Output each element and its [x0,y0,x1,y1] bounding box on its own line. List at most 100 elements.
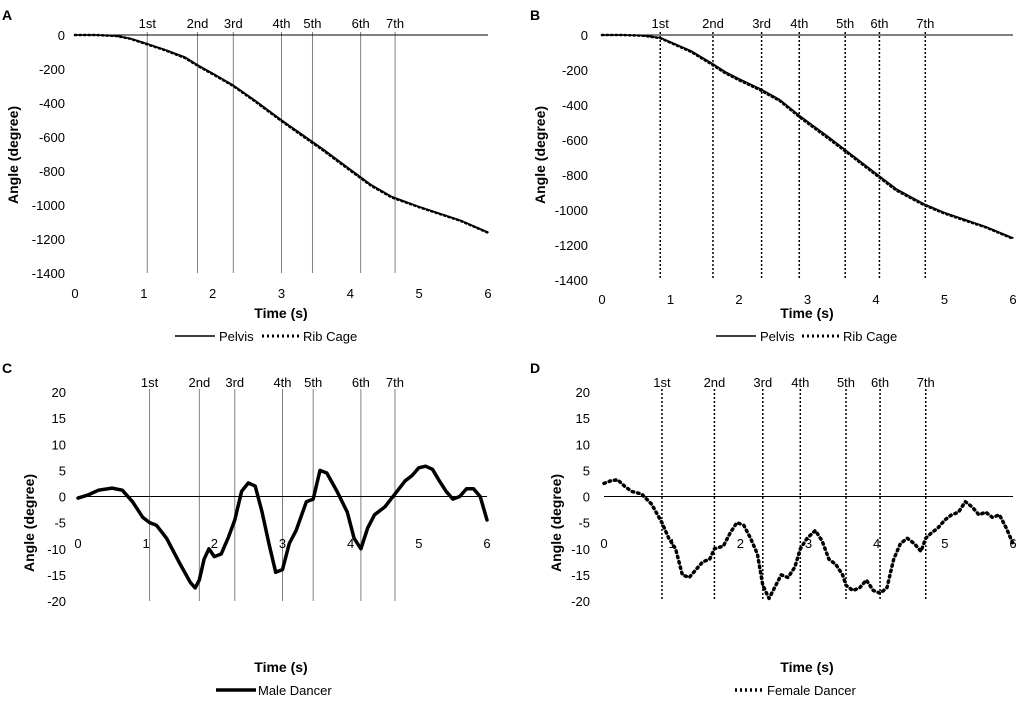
event-label-2nd: 2nd [188,375,210,390]
x-tick-label: 1 [140,286,147,301]
event-label-1st: 1st [141,375,159,390]
y-tick-label: 10 [52,437,66,452]
plot-area: 1st 2nd 3rd 4th 5th 6th 7th 0 -200 -400 -600 -800 -1… [32,16,492,301]
y-tick-label: -1400 [32,266,65,281]
y-tick-label: -600 [39,130,65,145]
y-tick-label: -200 [562,63,588,78]
y-axis-title: Angle (degree) [5,106,21,204]
y-tick-label: -1000 [32,198,65,213]
event-label-7th: 7th [917,375,935,390]
y-tick-label: -15 [47,568,66,583]
event-label-1st: 1st [653,375,671,390]
y-tick-label: -10 [47,542,66,557]
legend-label-male-dancer: Male Dancer [258,683,332,698]
x-tick-label: 0 [600,536,607,551]
y-tick-label: -400 [39,96,65,111]
x-tick-label: 1 [667,292,674,307]
x-tick-label: 1 [143,536,150,551]
x-tick-label: 5 [416,286,423,301]
y-tick-label: 15 [52,411,66,426]
x-axis-title: Time (s) [254,659,307,675]
y-tick-label: 15 [576,411,590,426]
legend: Pelvis Rib Cage [716,329,897,344]
x-tick-label: 6 [483,536,490,551]
x-axis-title: Time (s) [780,305,833,321]
x-tick-label: 3 [804,292,811,307]
y-tick-label: -1000 [555,203,588,218]
x-tick-label: 5 [941,536,948,551]
event-label-3rd: 3rd [752,16,771,31]
y-tick-label: -400 [562,98,588,113]
plot-area: 1st 2nd 3rd 4th 5th 6th 7th20151050-5-10-15-20… [571,375,1016,609]
series-line-female-dancer [602,478,1015,601]
y-tick-label: -20 [571,594,590,609]
event-label-6th: 6th [870,16,888,31]
legend: Male Dancer [216,683,332,698]
legend: Female Dancer [735,683,857,698]
y-tick-label: -15 [571,568,590,583]
event-label-5th: 5th [303,16,321,31]
series-line-rib-cage [73,33,490,234]
event-label-3rd: 3rd [224,16,243,31]
y-tick-label: 20 [52,385,66,400]
event-label-3rd: 3rd [225,375,244,390]
y-tick-label: 20 [576,385,590,400]
panel-label: C [2,360,12,376]
legend-label-rib-cage: Rib Cage [843,329,897,344]
y-tick-label: 5 [59,463,66,478]
y-tick-label: -200 [39,62,65,77]
x-tick-label: 6 [484,286,491,301]
x-tick-label: 2 [211,536,218,551]
series-line-rib-cage [600,33,1015,240]
y-tick-label: 5 [583,463,590,478]
y-tick-label: -5 [54,516,66,531]
y-tick-label: 0 [58,28,65,43]
y-axis-title: Angle (degree) [548,474,564,572]
event-label-6th: 6th [871,375,889,390]
series-line-male-dancer [76,464,489,590]
legend-label-pelvis: Pelvis [219,329,254,344]
y-tick-label: -800 [562,168,588,183]
y-axis-title: Angle (degree) [21,474,37,572]
panel-d: D 1st 2nd 3rd 4th 5th 6th 7th20151050-5-10-15-… [530,360,1017,698]
x-tick-label: 0 [598,292,605,307]
x-tick-label: 3 [805,536,812,551]
x-tick-label: 5 [941,292,948,307]
y-tick-label: 0 [581,28,588,43]
panel-b: B 1st 2nd 3rd 4th 5th 6th 7th 0 -200 -400 -600 -800… [530,7,1017,344]
event-label-1st: 1st [139,16,157,31]
x-axis-title: Time (s) [780,659,833,675]
event-label-5th: 5th [836,16,854,31]
legend-label-pelvis: Pelvis [760,329,795,344]
event-label-5th: 5th [304,375,322,390]
event-label-5th: 5th [837,375,855,390]
event-label-3rd: 3rd [753,375,772,390]
x-axis-title: Time (s) [254,305,307,321]
panel-a: A 1st 2nd 3rd 4th 5th 6th 7th 0 -200 -400 -600 -800… [2,7,492,344]
x-tick-label: 2 [737,536,744,551]
panel-label: B [530,7,540,23]
y-tick-label: 10 [576,437,590,452]
y-tick-label: -1400 [555,273,588,288]
y-tick-label: 0 [59,490,66,505]
event-label-4th: 4th [790,16,808,31]
y-tick-label: -800 [39,164,65,179]
x-tick-label: 4 [872,292,879,307]
x-tick-label: 5 [415,536,422,551]
y-tick-label: -600 [562,133,588,148]
x-tick-label: 3 [278,286,285,301]
event-label-7th: 7th [916,16,934,31]
event-label-4th: 4th [273,375,291,390]
x-tick-label: 0 [71,286,78,301]
x-tick-label: 4 [873,536,880,551]
legend-label-female-dancer: Female Dancer [767,683,857,698]
event-label-4th: 4th [791,375,809,390]
x-tick-label: 0 [74,536,81,551]
panel-label: A [2,7,12,23]
x-tick-label: 3 [279,536,286,551]
event-label-1st: 1st [652,16,670,31]
event-label-4th: 4th [272,16,290,31]
panel-c: C 1st 2nd 3rd 4th 5th 6th 7th20151050-5-10-15-… [2,360,491,698]
y-tick-label: -5 [578,516,590,531]
